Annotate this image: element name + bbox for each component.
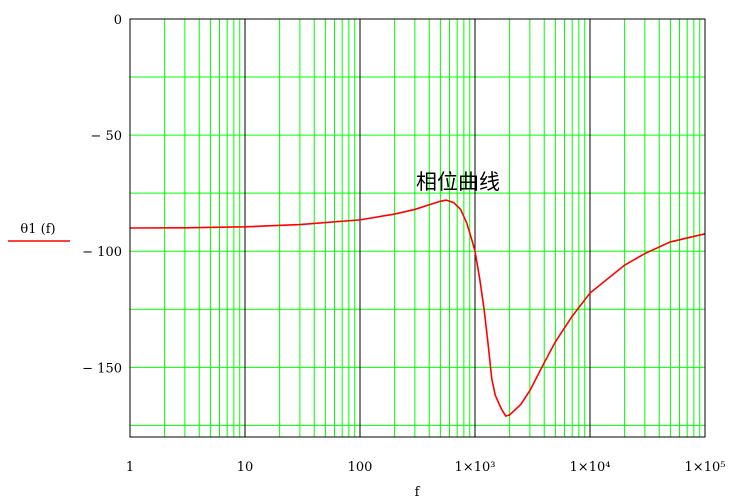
y-tick-labels: 0 − 50 − 100 − 150 — [82, 13, 122, 376]
y-tick-label: 0 — [114, 13, 122, 28]
x-tick-label: 1×10⁴ — [570, 460, 611, 475]
x-tick-label: 1×10³ — [455, 460, 496, 475]
x-axis-label: f — [415, 485, 421, 500]
x-tick-label: 100 — [348, 460, 373, 475]
x-tick-label: 1×10⁵ — [685, 460, 726, 475]
phase-series-line — [129, 199, 706, 418]
y-tick-label: − 150 — [82, 361, 122, 376]
series-layer — [129, 199, 706, 418]
x-tick-label: 1 — [126, 460, 134, 475]
x-tick-labels: 1 10 100 1×10³ 1×10⁴ 1×10⁵ — [126, 460, 726, 475]
plot-border — [129, 18, 706, 438]
minor-grid — [130, 19, 705, 437]
y-tick-label: − 100 — [82, 245, 122, 260]
y-axis-label: θ1 (f) — [20, 222, 55, 237]
x-tick-label: 10 — [237, 460, 254, 475]
chart-annotation: 相位曲线 — [416, 170, 500, 194]
y-tick-label: − 50 — [90, 129, 122, 144]
